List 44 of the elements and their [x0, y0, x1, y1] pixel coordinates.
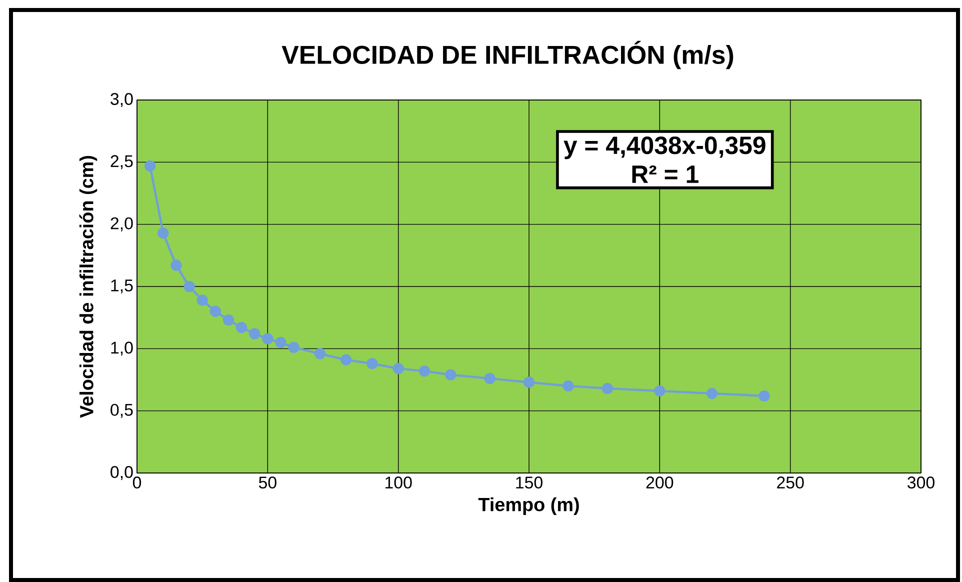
point [144, 160, 156, 172]
point [158, 227, 169, 239]
point [196, 294, 208, 306]
chart-title: VELOCIDAD DE INFILTRACIÓN (m/s) [282, 40, 734, 70]
x-tick-label: 50 [258, 476, 276, 489]
x-tick-label: 250 [777, 476, 804, 489]
y-tick-label: 0,5 [110, 404, 133, 418]
point [249, 328, 260, 340]
x-tick-label: 200 [646, 476, 674, 489]
point [366, 358, 378, 370]
point [484, 372, 496, 384]
point [222, 314, 234, 326]
y-tick-label: 0,0 [110, 466, 133, 480]
point [654, 385, 666, 397]
annotation: R² = 1 [632, 165, 698, 183]
point [340, 354, 352, 366]
annotation: y = 4,4038x-0,359 [564, 136, 766, 160]
y-axis-title: Velocidad de infiltración (cm) [79, 156, 98, 418]
point [418, 365, 430, 377]
point [706, 388, 718, 400]
point [184, 280, 195, 292]
point [602, 382, 613, 394]
point [445, 369, 456, 380]
point [392, 362, 404, 374]
point [210, 306, 221, 317]
y-tick-label: 2,0 [110, 217, 133, 232]
point [314, 348, 326, 360]
x-tick-label: 300 [908, 476, 934, 489]
y-tick-label: 1,0 [111, 342, 133, 356]
point [262, 333, 274, 344]
point [275, 336, 286, 348]
y-tick-label: 1,5 [111, 280, 133, 294]
point [523, 376, 535, 388]
point [236, 322, 248, 334]
x-tick-label: 150 [516, 476, 542, 489]
point [288, 342, 300, 353]
y-tick-label: 3,0 [110, 93, 133, 107]
point [170, 260, 182, 271]
point [562, 380, 574, 392]
x-tick-label: 0 [132, 476, 142, 489]
y-tick-label: 2,5 [110, 155, 133, 170]
point [758, 390, 770, 402]
x-tick-label: 100 [386, 476, 412, 489]
x-axis-title: Tiempo (m) [478, 497, 579, 515]
